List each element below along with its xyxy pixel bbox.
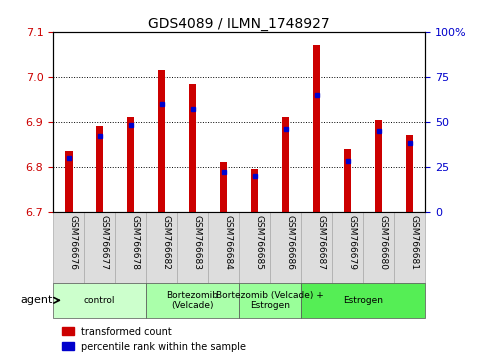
Title: GDS4089 / ILMN_1748927: GDS4089 / ILMN_1748927 <box>148 17 330 31</box>
Bar <box>301 212 332 282</box>
Bar <box>301 282 425 318</box>
Text: GSM766678: GSM766678 <box>130 216 140 270</box>
Text: GSM766685: GSM766685 <box>255 216 264 270</box>
Text: GSM766680: GSM766680 <box>379 216 387 270</box>
Bar <box>53 282 146 318</box>
Bar <box>239 282 301 318</box>
Text: agent: agent <box>21 295 53 305</box>
Bar <box>177 212 208 282</box>
Text: GSM766679: GSM766679 <box>348 216 356 270</box>
Bar <box>313 45 320 212</box>
Bar <box>158 70 166 212</box>
Bar <box>332 212 363 282</box>
Text: GSM766686: GSM766686 <box>285 216 295 270</box>
Text: GSM766687: GSM766687 <box>316 216 326 270</box>
Text: GSM766681: GSM766681 <box>410 216 419 270</box>
Text: GSM766684: GSM766684 <box>224 216 233 270</box>
Bar <box>115 212 146 282</box>
Bar <box>375 120 383 212</box>
Bar <box>53 212 84 282</box>
Text: GSM766682: GSM766682 <box>162 216 170 270</box>
Bar <box>239 212 270 282</box>
Legend: transformed count, percentile rank within the sample: transformed count, percentile rank withi… <box>58 323 250 354</box>
Text: Bortezomib
(Velcade): Bortezomib (Velcade) <box>167 291 219 310</box>
Bar <box>96 126 103 212</box>
Bar <box>394 212 425 282</box>
Text: Estrogen: Estrogen <box>343 296 383 305</box>
Bar <box>344 149 352 212</box>
Bar <box>220 162 227 212</box>
Text: Bortezomib (Velcade) +
Estrogen: Bortezomib (Velcade) + Estrogen <box>216 291 324 310</box>
Text: GSM766683: GSM766683 <box>193 216 201 270</box>
Bar <box>282 118 289 212</box>
Bar <box>208 212 239 282</box>
Bar <box>363 212 394 282</box>
Bar <box>251 169 258 212</box>
Text: GSM766676: GSM766676 <box>69 216 78 270</box>
Text: control: control <box>84 296 115 305</box>
Bar <box>189 84 197 212</box>
Bar <box>84 212 115 282</box>
Bar <box>146 212 177 282</box>
Bar <box>65 151 72 212</box>
Bar <box>270 212 301 282</box>
Text: GSM766677: GSM766677 <box>99 216 109 270</box>
Bar <box>127 118 134 212</box>
Bar <box>406 135 413 212</box>
Bar <box>146 282 239 318</box>
